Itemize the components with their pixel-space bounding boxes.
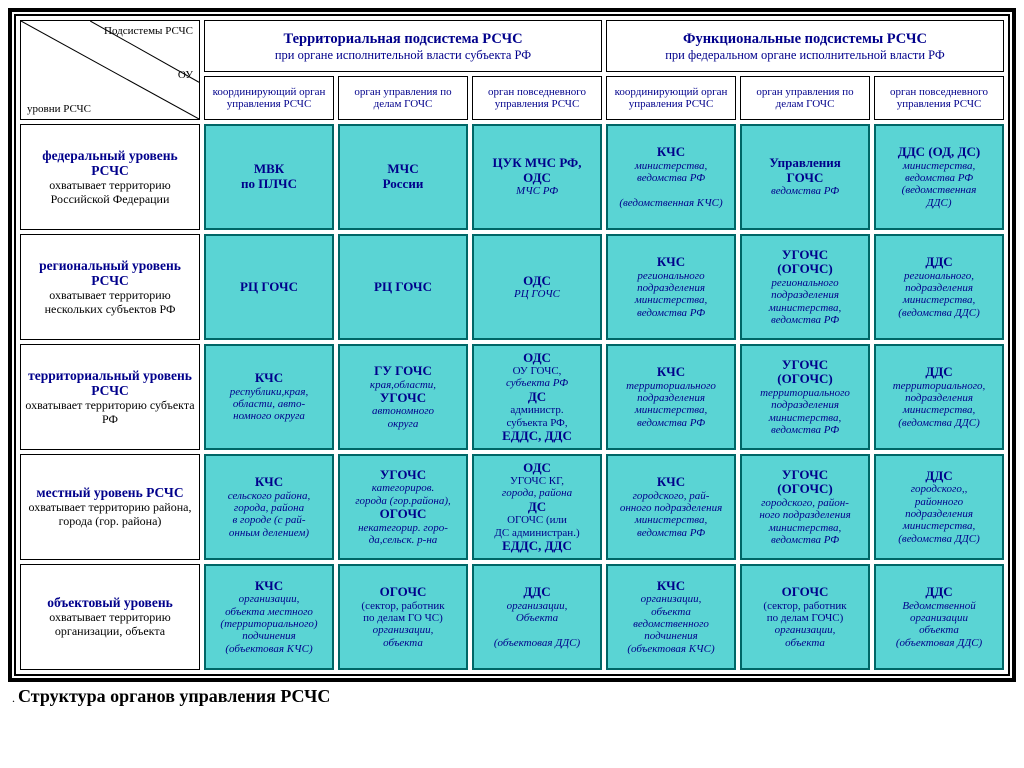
corner-top: Подсистемы РСЧС: [104, 25, 193, 37]
data-cell: УГОЧС(ОГОЧС)региональногоподразделениями…: [740, 234, 870, 340]
corner-bottom: уровни РСЧС: [27, 103, 91, 115]
subhead-5: орган управления по делам ГОЧС: [740, 76, 870, 120]
data-cell: УГОЧСкатегориров.города (гор.района),ОГО…: [338, 454, 468, 560]
row-header: объектовый уровеньохватывает территорию …: [20, 564, 200, 670]
outer-frame: Подсистемы РСЧС ОУ уровни РСЧС Территори…: [8, 8, 1016, 682]
data-cell: МВКпо ПЛЧС: [204, 124, 334, 230]
data-cell: КЧСсельского района,города, районав горо…: [204, 454, 334, 560]
data-cell: ЦУК МЧС РФ,ОДС МЧС РФ: [472, 124, 602, 230]
data-row: объектовый уровеньохватывает территорию …: [20, 564, 1004, 670]
data-cell: МЧСРоссии: [338, 124, 468, 230]
group-header-functional: Функциональные подсистемы РСЧС при федер…: [606, 20, 1004, 72]
group-header-territorial: Территориальная подсистема РСЧС при орга…: [204, 20, 602, 72]
data-row: местный уровень РСЧСохватывает территори…: [20, 454, 1004, 560]
row-header: федеральный уровень РСЧСохватывает терри…: [20, 124, 200, 230]
data-cell: КЧСминистерства,ведомства РФ(ведомственн…: [606, 124, 736, 230]
data-row: территориальный уровень РСЧСохватывает т…: [20, 344, 1004, 450]
data-cell: ДДСтерриториального,подразделенияминисте…: [874, 344, 1004, 450]
corner-right: ОУ: [178, 69, 193, 81]
subhead-4: координирующий орган управления РСЧС: [606, 76, 736, 120]
data-row: федеральный уровень РСЧСохватывает терри…: [20, 124, 1004, 230]
inner-frame: Подсистемы РСЧС ОУ уровни РСЧС Территори…: [14, 14, 1010, 676]
subhead-6: орган повседневного управления РСЧС: [874, 76, 1004, 120]
data-cell: ОДС УГОЧС КГ,города, районаДС ОГОЧС (или…: [472, 454, 602, 560]
data-cell: УГОЧС(ОГОЧС)городского, район-ного подра…: [740, 454, 870, 560]
data-cell: РЦ ГОЧС: [204, 234, 334, 340]
subhead-2: орган управления по делам ГОЧС: [338, 76, 468, 120]
subhead-1: координирующий орган управления РСЧС: [204, 76, 334, 120]
row-header: региональный уровень РСЧСохватывает терр…: [20, 234, 200, 340]
data-cell: КЧСтерриториальногоподразделенияминистер…: [606, 344, 736, 450]
data-cell: ОДСРЦ ГОЧС: [472, 234, 602, 340]
row-header: территориальный уровень РСЧСохватывает т…: [20, 344, 200, 450]
data-cell: ОГОЧС(сектор, работникпо делам ГОЧС)орга…: [740, 564, 870, 670]
structure-table: Подсистемы РСЧС ОУ уровни РСЧС Территори…: [16, 16, 1008, 674]
data-cell: ДДСрегионального,подразделенияминистерст…: [874, 234, 1004, 340]
row-header: местный уровень РСЧСохватывает территори…: [20, 454, 200, 560]
caption: . Структура органов управления РСЧС: [8, 682, 1016, 707]
data-row: региональный уровень РСЧСохватывает терр…: [20, 234, 1004, 340]
data-cell: РЦ ГОЧС: [338, 234, 468, 340]
data-cell: ДДСВедомственнойорганизацииобъекта(объек…: [874, 564, 1004, 670]
data-cell: УправленияГОЧСведомства РФ: [740, 124, 870, 230]
data-cell: ГУ ГОЧСкрая,области,УГОЧСавтономногоокру…: [338, 344, 468, 450]
data-cell: ОДС ОУ ГОЧС,субъекта РФДС администр.субъ…: [472, 344, 602, 450]
corner-cell: Подсистемы РСЧС ОУ уровни РСЧС: [20, 20, 200, 120]
data-cell: КЧСорганизации,объекта местного(территор…: [204, 564, 334, 670]
data-cell: ДДСгородского,,районногоподразделениямин…: [874, 454, 1004, 560]
data-cell: ОГОЧС(сектор, работникпо делам ГО ЧС)орг…: [338, 564, 468, 670]
data-cell: ДДС (ОД, ДС)министерства,ведомства РФ(ве…: [874, 124, 1004, 230]
data-cell: КЧСорганизации,объектаведомственногоподч…: [606, 564, 736, 670]
data-cell: КЧСгородского, рай-онного подразделениям…: [606, 454, 736, 560]
data-cell: КЧСреспублики,края,области, авто-номного…: [204, 344, 334, 450]
data-cell: УГОЧС(ОГОЧС)территориальногоподразделени…: [740, 344, 870, 450]
subhead-3: орган повседневного управления РСЧС: [472, 76, 602, 120]
data-cell: КЧСрегиональногоподразделенияминистерств…: [606, 234, 736, 340]
data-cell: ДДСорганизации,Объекта(объектовая ДДС): [472, 564, 602, 670]
